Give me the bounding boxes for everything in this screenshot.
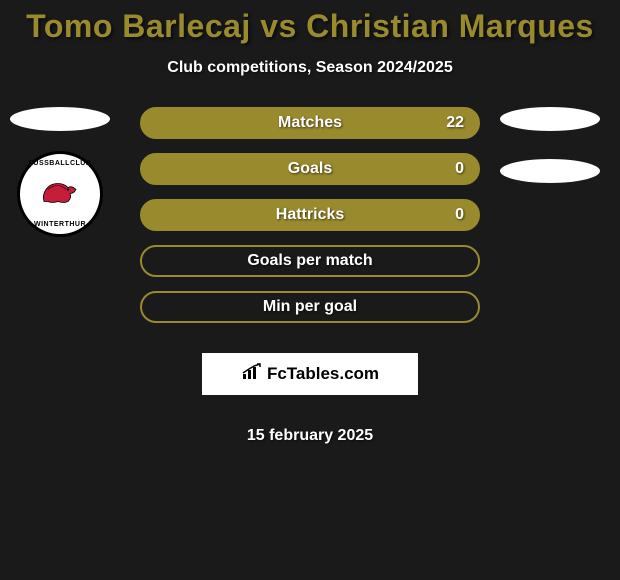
brand-box: FcTables.com	[202, 353, 418, 395]
right-ellipse-placeholder-2	[500, 159, 600, 183]
badge-lion-icon	[38, 176, 82, 213]
stat-value-right: 0	[455, 160, 464, 178]
page-title: Tomo Barlecaj vs Christian Marques	[26, 8, 594, 45]
stats-rows: Matches 22 Goals 0 Hattricks 0 Goals per match…	[140, 107, 480, 323]
subtitle: Club competitions, Season 2024/2025	[167, 59, 452, 77]
right-column	[500, 107, 600, 183]
brand-chart-icon	[241, 363, 263, 386]
stat-value-right: 22	[446, 114, 464, 132]
stat-row-hattricks: Hattricks 0	[140, 199, 480, 231]
badge-top-text: FUSSBALLCLUB	[29, 160, 92, 167]
left-column: FUSSBALLCLUB WINTERTHUR	[10, 107, 110, 237]
main-container: Tomo Barlecaj vs Christian Marques Club …	[0, 0, 620, 445]
stat-value-right: 0	[455, 206, 464, 224]
right-ellipse-placeholder-1	[500, 107, 600, 131]
stat-label: Goals per match	[247, 252, 372, 270]
stats-area: FUSSBALLCLUB WINTERTHUR Matches22Goals0H…	[0, 107, 620, 445]
stat-label: Goals	[288, 160, 332, 178]
date-text: 15 february 2025	[247, 427, 373, 445]
club-badge-left: FUSSBALLCLUB WINTERTHUR	[17, 151, 103, 237]
left-ellipse-placeholder	[10, 107, 110, 131]
stat-row-min-per-goal: Min per goal	[140, 291, 480, 323]
stat-row-goals: Goals 0	[140, 153, 480, 185]
brand-text: FcTables.com	[267, 364, 379, 384]
stat-label: Hattricks	[276, 206, 344, 224]
stat-row-goals-per-match: Goals per match	[140, 245, 480, 277]
badge-bottom-text: WINTERTHUR	[34, 221, 86, 228]
stat-label: Min per goal	[263, 298, 357, 316]
stat-label: Matches	[278, 114, 342, 132]
stat-row-matches: Matches 22	[140, 107, 480, 139]
